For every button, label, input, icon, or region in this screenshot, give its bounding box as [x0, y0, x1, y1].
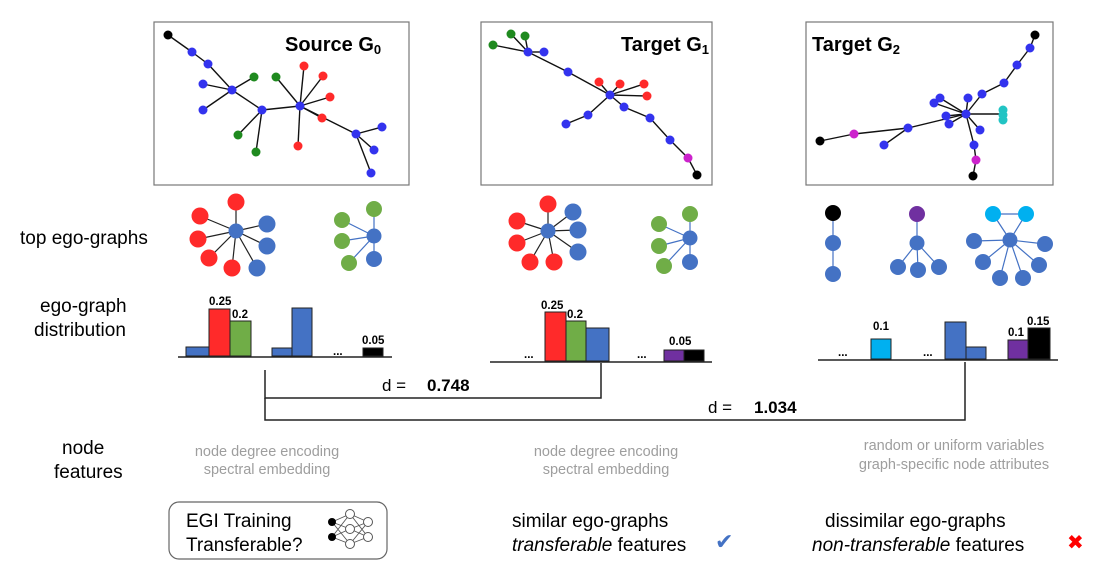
bar-t1-blue — [585, 327, 610, 362]
ellipsis-source: ... — [333, 346, 343, 358]
target1-graph-nodes — [488, 29, 702, 180]
transferable-features-label: transferable features — [512, 535, 686, 556]
ego-graph-red-star-target1 — [508, 195, 587, 271]
row-label-distribution-2: distribution — [34, 320, 126, 341]
target1-graph-panel — [480, 21, 713, 186]
distance-brackets — [264, 362, 966, 421]
bar-source-blue-tall — [291, 307, 313, 357]
bar-t2-purple — [1007, 339, 1029, 360]
row-label-node: node — [62, 438, 104, 459]
distance-1-label: d = — [382, 376, 406, 395]
similar-ego-graphs-label: similar ego-graphs — [512, 511, 668, 532]
target1-graph-title: Target G1 — [621, 34, 709, 57]
non-transferable-features-label: non-transferable features — [812, 535, 1024, 556]
node-features-source-2: spectral embedding — [204, 462, 331, 478]
bar-t1-red — [544, 311, 567, 362]
ellipsis-t1-a: ... — [524, 349, 534, 361]
label-t1-red: 0.25 — [541, 300, 564, 312]
label-t1-green: 0.2 — [567, 309, 583, 321]
egi-training-label: EGI Training — [186, 511, 292, 532]
label-source-green: 0.2 — [232, 309, 248, 321]
bar-t1-green — [565, 320, 587, 362]
ego-graph-green-fan-source — [334, 201, 382, 271]
label-t2-cyan: 0.1 — [873, 321, 890, 333]
bar-t2-black — [1027, 327, 1051, 360]
histogram-target1 — [544, 311, 705, 362]
ego-graph-red-star-source — [189, 193, 276, 277]
bar-t2-cyan — [870, 338, 892, 360]
row-label-features: features — [54, 462, 123, 483]
bar-t2-blue-tall — [944, 321, 967, 360]
node-features-source-1: node degree encoding — [195, 444, 339, 460]
bar-source-red — [208, 308, 231, 357]
bar-t1-purple — [663, 349, 685, 362]
node-features-t2-1: random or uniform variables — [864, 438, 1045, 454]
bar-source-blue-2 — [271, 347, 293, 357]
distance-1-value: 0.748 — [427, 376, 470, 395]
ego-graph-green-fan-target1 — [651, 206, 698, 274]
label-source-red: 0.25 — [209, 296, 232, 308]
label-t1-black: 0.05 — [669, 336, 692, 348]
check-icon: ✔ — [715, 530, 733, 555]
row-label-top-ego-graphs: top ego-graphs — [20, 228, 148, 249]
distance-2-value: 1.034 — [754, 398, 797, 417]
ego-graph-chain-target2 — [825, 205, 841, 282]
target2-graph-title: Target G2 — [812, 34, 900, 57]
label-source-black: 0.05 — [362, 335, 385, 347]
source-graph-title: Source G0 — [285, 34, 381, 57]
dissimilar-ego-graphs-label: dissimilar ego-graphs — [825, 511, 1006, 532]
node-features-t2-2: graph-specific node attributes — [859, 457, 1049, 473]
source-graph-panel — [153, 21, 410, 186]
bar-t2-blue-small — [965, 346, 987, 360]
source-graph — [167, 34, 383, 174]
bar-source-black — [362, 347, 384, 357]
source-graph-nodes — [163, 30, 387, 178]
ego-graph-tree-target2 — [890, 206, 947, 278]
histogram-source — [185, 307, 384, 357]
ellipsis-t1-b: ... — [637, 349, 647, 361]
bar-source-blue-small — [185, 346, 210, 357]
target2-graph-nodes — [815, 30, 1040, 181]
label-t2-black: 0.15 — [1027, 316, 1050, 328]
cross-icon: ✖ — [1067, 530, 1084, 554]
ego-graph-cyan-star-target2 — [966, 206, 1053, 286]
bar-t1-black — [683, 349, 705, 362]
egi-training-box — [168, 501, 388, 560]
ellipsis-t2-a: ... — [838, 347, 848, 359]
node-features-t1-1: node degree encoding — [534, 444, 678, 460]
target2-graph-panel — [805, 21, 1054, 186]
row-label-distribution-1: ego-graph — [40, 296, 127, 317]
node-features-t1-2: spectral embedding — [543, 462, 670, 478]
label-t2-purple: 0.1 — [1008, 327, 1025, 339]
distance-2-label: d = — [708, 398, 732, 417]
neural-network-icon — [328, 509, 373, 549]
ellipsis-t2-b: ... — [923, 347, 933, 359]
bar-source-green — [229, 320, 252, 357]
histogram-target2 — [870, 321, 1051, 360]
egi-transferable-label: Transferable? — [186, 535, 303, 556]
